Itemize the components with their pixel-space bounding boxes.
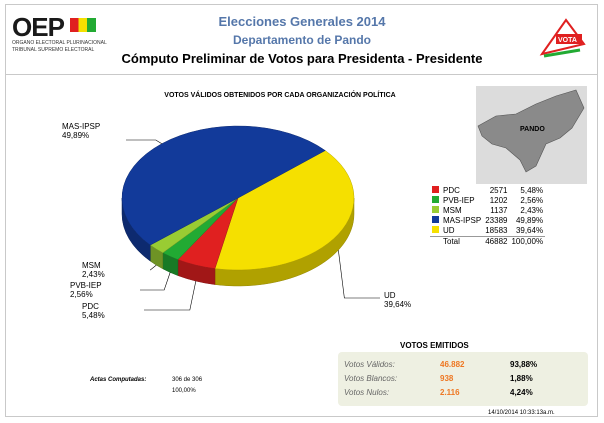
- emitidos-nulos-value: 2.116: [440, 388, 460, 397]
- legend-votes: 1137: [490, 206, 508, 215]
- label-ud-pct: 39,64%: [384, 300, 412, 309]
- emitidos-validos-pct: 93,88%: [510, 360, 538, 369]
- logo-text: OEP: [12, 12, 64, 42]
- legend-votes: 23389: [485, 216, 508, 225]
- legend-name: UD: [443, 226, 455, 235]
- label-pvb: PVB-IEP 2,56%: [70, 281, 102, 299]
- legend-swatch: [432, 186, 439, 193]
- pando-map: PANDO: [476, 86, 587, 184]
- label-pdc: PDC 5,48%: [82, 302, 105, 320]
- label-pvb-pct: 2,56%: [70, 290, 93, 299]
- leader-line-pvb-iep: [140, 272, 171, 291]
- logo-mark: OEP: [12, 14, 110, 40]
- pando-map-shape-icon: [477, 89, 585, 173]
- label-msm-pct: 2,43%: [82, 270, 105, 279]
- label-mas-pct: 49,89%: [62, 131, 90, 140]
- emitidos-title: VOTOS EMITIDOS: [400, 341, 469, 350]
- legend: PDC 2571 5,48% PVB-IEP 1202 2,56% MSM 1137 2,43%…: [430, 186, 546, 247]
- legend-votes: 1202: [489, 196, 508, 205]
- legend-swatch: [432, 226, 439, 233]
- legend-votes: 18583: [485, 226, 508, 235]
- logo-sub1: ORGANO ELECTORAL PLURINACIONAL: [12, 40, 107, 46]
- logo-sub2: TRIBUNAL SUPREMO ELECTORAL: [12, 47, 95, 53]
- label-pdc-pct: 5,48%: [82, 311, 105, 320]
- legend-row: MSM 1137 2,43%: [430, 206, 545, 216]
- legend-name: PVB-IEP: [443, 196, 475, 205]
- page-title: Elecciones Generales 2014: [218, 14, 386, 29]
- legend-name: MSM: [443, 206, 462, 215]
- emitidos-validos-label: Votos Válidos:: [344, 360, 395, 369]
- slice-mas-ipsp: [121, 125, 326, 246]
- emitidos-nulos-pct: 4,24%: [510, 388, 533, 397]
- legend-name: PDC: [443, 186, 460, 195]
- label-mas-name: MAS-IPSP: [62, 122, 101, 131]
- legend-row: PVB-IEP 1202 2,56%: [430, 196, 545, 206]
- leader-line-pdc: [144, 281, 197, 311]
- legend-total-row: Total 46882 100,00%: [430, 236, 546, 247]
- legend-row: UD 18583 39,64%: [430, 226, 545, 237]
- emitidos-panel: Votos Válidos: 46.882 93,88% Votos Blanc…: [338, 352, 588, 406]
- leader-line-ud: [338, 250, 380, 299]
- emitidos-blancos-pct: 1,88%: [510, 374, 533, 383]
- emitidos-validos-value: 46.882: [440, 360, 465, 369]
- emitidos-nulos-label: Votos Nulos:: [344, 388, 390, 397]
- chart-title: VOTOS VÁLIDOS OBTENIDOS POR CADA ORGANIZ…: [164, 92, 396, 99]
- legend-percent: 39,64%: [515, 226, 544, 235]
- leader-line-mas-ipsp: [126, 139, 162, 144]
- actas-label: Actas Computadas:: [90, 377, 147, 383]
- map-label: PANDO: [520, 126, 545, 133]
- vota-logo: VOTA: [536, 14, 588, 62]
- slice-ud: [214, 150, 355, 271]
- legend-name: MAS-IPSP: [443, 216, 482, 225]
- legend-percent: 2,56%: [520, 196, 544, 205]
- legend-percent: 49,89%: [515, 216, 544, 225]
- emitidos-blancos-label: Votos Blancos:: [344, 374, 398, 383]
- legend-swatch: [432, 196, 439, 203]
- timestamp: 14/10/2014 10:33:13a.m.: [488, 410, 555, 416]
- label-ud: UD 39,64%: [384, 291, 411, 309]
- legend-percent: 5,48%: [520, 186, 544, 195]
- vota-icon: VOTA: [539, 18, 586, 58]
- oep-logo: OEP ORGANO ELECTORAL PLURINACIONAL TRIBU…: [12, 14, 110, 60]
- header-divider: [6, 74, 598, 75]
- label-ud-name: UD: [384, 291, 396, 300]
- label-pdc-name: PDC: [82, 302, 99, 311]
- label-msm-name: MSM: [82, 261, 101, 270]
- legend-total-votes: 46882: [483, 236, 510, 247]
- legend-total-label: Total: [441, 236, 484, 247]
- legend-votes: 2571: [489, 186, 508, 195]
- page-heading: Cómputo Preliminar de Votos para Preside…: [121, 51, 483, 66]
- vota-text: VOTA: [558, 37, 577, 44]
- flag-icon: [69, 18, 96, 32]
- emitidos-blancos-value: 938: [440, 374, 454, 383]
- legend-swatch: [432, 216, 439, 223]
- leader-line-msm: [150, 264, 157, 271]
- legend-row: PDC 2571 5,48%: [430, 186, 545, 196]
- label-mas: MAS-IPSP 49,89%: [62, 122, 100, 140]
- label-pvb-name: PVB-IEP: [70, 281, 102, 290]
- legend-swatch: [432, 206, 439, 213]
- legend-row: MAS-IPSP 23389 49,89%: [430, 216, 545, 226]
- legend-percent: 2,43%: [520, 206, 544, 215]
- page-subtitle: Departamento de Pando: [232, 33, 372, 47]
- actas-value: 306 de 306: [172, 377, 203, 383]
- legend-total-percent: 100,00%: [509, 236, 546, 247]
- actas-percent: 100,00%: [172, 388, 196, 394]
- label-msm: MSM 2,43%: [82, 261, 105, 279]
